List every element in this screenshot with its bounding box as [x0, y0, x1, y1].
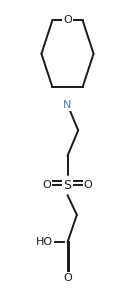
Text: N: N [63, 100, 72, 110]
Text: O: O [63, 15, 72, 25]
Text: S: S [63, 179, 72, 192]
Text: O: O [84, 180, 93, 190]
Text: O: O [42, 180, 51, 190]
Text: O: O [63, 15, 72, 25]
Text: O: O [84, 180, 93, 190]
Text: HO: HO [36, 237, 53, 247]
Text: O: O [63, 273, 72, 283]
Text: N: N [63, 100, 72, 110]
Text: S: S [63, 179, 72, 192]
Text: HO: HO [36, 237, 53, 247]
Text: O: O [42, 180, 51, 190]
Text: O: O [63, 273, 72, 283]
